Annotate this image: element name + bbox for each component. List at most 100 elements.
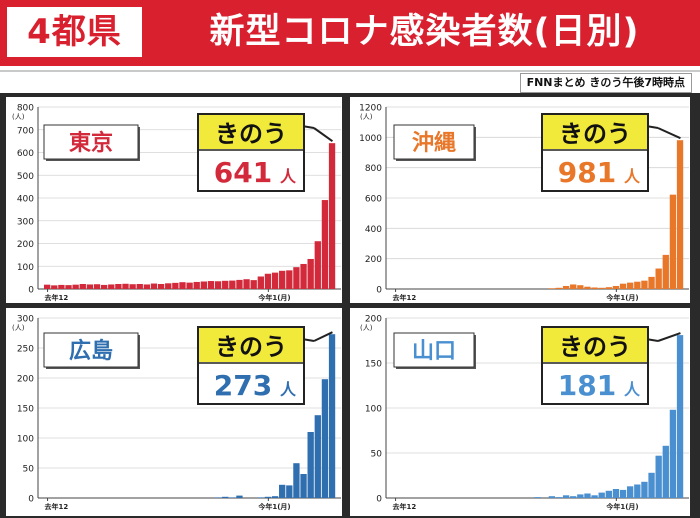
bar (612, 285, 620, 289)
bar (562, 495, 570, 498)
callout-unit: 人 (280, 167, 297, 186)
x-tick-label-mid: 今年1(月) (257, 293, 290, 302)
bar (634, 484, 641, 498)
callout-unit: 人 (280, 380, 297, 399)
y-tick-label: 250 (17, 345, 34, 355)
bar (555, 287, 563, 289)
bar (51, 285, 58, 289)
callout-label: きのう (559, 120, 631, 148)
callout-pointer (657, 127, 681, 140)
bar (562, 285, 570, 289)
bar (115, 284, 122, 289)
callout-value: 981 (558, 156, 616, 189)
bar (58, 284, 65, 289)
bar (662, 254, 669, 290)
bar (100, 284, 108, 289)
x-tick-label-mid: 今年1(月) (605, 293, 638, 302)
bar (669, 409, 677, 498)
callout-value: 181 (558, 369, 616, 402)
x-tick-label-start: 去年12 (393, 293, 417, 302)
x-tick-label-start: 去年12 (393, 502, 417, 511)
region-label: 広島 (69, 338, 113, 364)
y-tick-label: 700 (17, 126, 34, 136)
region-label: 山口 (412, 339, 456, 364)
y-tick-label: 200 (17, 240, 34, 250)
bar (222, 496, 229, 498)
bar (214, 497, 222, 498)
bar (293, 463, 300, 498)
callout-header (543, 328, 647, 362)
callout-label: きのう (215, 120, 287, 148)
bar (136, 284, 143, 289)
bar (222, 280, 229, 289)
y-unit-label: (人) (360, 113, 373, 121)
callout-value: 273 (214, 369, 272, 402)
bar (157, 284, 165, 289)
bar (307, 432, 314, 498)
bar (534, 497, 541, 498)
callout-pointer (313, 127, 334, 142)
bar (93, 284, 101, 289)
bar (86, 284, 94, 289)
y-tick-label: 400 (17, 195, 34, 205)
bar (619, 489, 627, 498)
bar (570, 284, 577, 289)
callout-label: きのう (559, 333, 631, 361)
bar (627, 486, 634, 498)
bar (207, 281, 215, 289)
bar (619, 283, 627, 289)
bar (271, 272, 279, 289)
bar (598, 287, 605, 289)
bar (598, 492, 605, 498)
chart-panel-yamaguchi: 0 50 100 150 200(人) 去年12 今年1(月) 山口 きのう 181 人 (350, 308, 690, 516)
bar (279, 484, 286, 498)
bar (612, 489, 620, 498)
bar (79, 284, 86, 289)
y-tick-label: 200 (365, 315, 382, 325)
region-label-box (43, 332, 139, 368)
bar (634, 281, 641, 289)
x-tick-label-start: 去年12 (45, 293, 69, 302)
y-tick-label: 600 (365, 195, 382, 205)
bar (179, 282, 186, 290)
bar (286, 270, 293, 289)
y-tick-label: 0 (28, 495, 34, 505)
bar (662, 445, 669, 498)
bar (271, 496, 279, 498)
bar (236, 279, 243, 289)
bar (250, 280, 257, 289)
bar (72, 284, 79, 289)
y-tick-label: 800 (17, 104, 34, 114)
y-tick-label: 0 (28, 286, 34, 296)
bar (605, 287, 612, 289)
callout-pointer (657, 332, 681, 342)
y-tick-label: 50 (23, 465, 35, 475)
y-tick-label: 150 (17, 405, 34, 415)
callout-pointer (313, 331, 333, 342)
callout-header (543, 115, 647, 149)
bar (591, 287, 598, 289)
bar (577, 285, 584, 289)
bar (214, 281, 222, 289)
bar (570, 496, 577, 498)
bar (584, 286, 591, 289)
callout-label: きのう (215, 333, 287, 361)
bar (655, 455, 662, 498)
callout-unit: 人 (624, 380, 641, 399)
bar (314, 241, 321, 289)
bar (321, 379, 329, 498)
bar (321, 200, 329, 289)
bar (193, 281, 200, 289)
y-tick-label: 600 (17, 149, 34, 159)
y-tick-label: 1000 (359, 134, 382, 144)
y-tick-label: 300 (17, 315, 34, 325)
bar (300, 263, 307, 289)
bar (591, 495, 598, 498)
bar (129, 284, 136, 289)
chart-panel-okinawa: 0 200 400 600 800 1000 1200(人) 去年12 今年1(月) 沖縄 きのう 9… (350, 97, 690, 303)
bar (257, 276, 264, 289)
divider (0, 66, 700, 70)
y-unit-label: (人) (12, 113, 25, 121)
callout-header (199, 115, 303, 149)
title-banner: 4都県 新型コロナ感染者数(日別) (0, 0, 700, 66)
